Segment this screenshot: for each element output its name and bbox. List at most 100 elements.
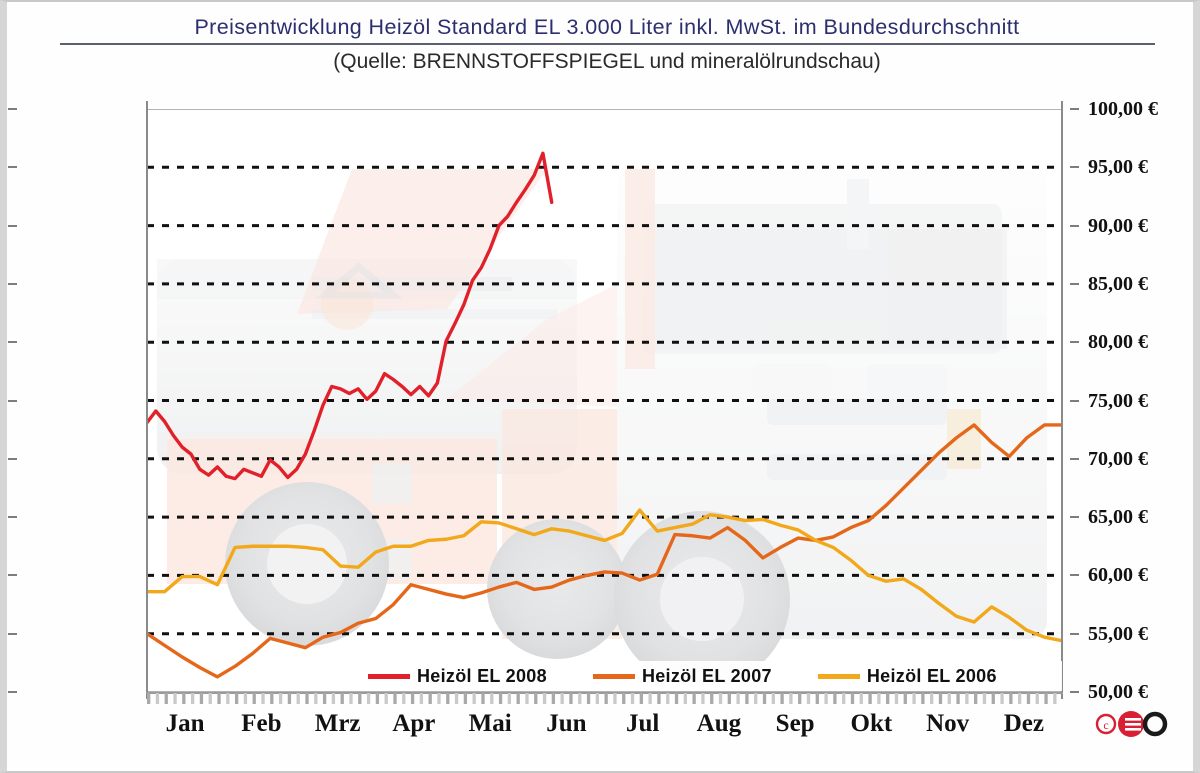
week-tickmark [974,693,978,704]
week-tickmark [850,693,855,704]
y-axis-tickmark [1070,224,1079,227]
week-tickmark [516,693,520,704]
legend-color-swatch [368,673,410,679]
truck-watermark-image [157,169,1047,687]
week-tickmark [639,693,643,704]
x-axis-label-sep: Sep [775,710,815,737]
y-axis-tick-label: 90,00 € [1088,214,1148,237]
week-tickmark [754,693,758,704]
title-block: Preisentwicklung Heizöl Standard EL 3.00… [7,2,1200,74]
week-tickmark [498,693,503,704]
plot-background [147,109,1062,692]
week-tickmark [824,693,828,704]
week-tickmark [1044,693,1048,704]
week-tickmark [683,693,687,704]
week-tickmark [481,693,485,704]
week-tickmark [190,693,195,704]
week-tickmark [718,693,723,704]
series-line-heiz-l-el-2006 [147,508,1062,643]
title-divider [59,43,1155,45]
x-axis-label-jul: Jul [625,710,660,737]
week-tickmark [912,693,916,704]
week-tickmark [842,693,846,704]
week-tickmark [894,693,899,704]
week-tickmark [630,693,635,704]
y-axis-tickmark [1070,108,1079,110]
week-tickmark [1009,693,1013,704]
week-tickmark [454,693,459,704]
week-tickmark [155,693,160,704]
week-tickmark [666,693,670,704]
week-tickmark [771,693,775,704]
week-tickmark [569,693,573,704]
week-tickmark [886,693,890,704]
y-axis-tickmark [1070,399,1079,402]
y-axis-tick-label: 60,00 € [1088,564,1148,587]
page-title: Preisentwicklung Heizöl Standard EL 3.00… [194,15,1020,39]
plot-area [146,101,1063,699]
week-tickmark [903,693,907,704]
week-tickmark [578,693,582,704]
week-tickmark [410,693,415,704]
week-tickmark [859,693,863,704]
y-axis-tick-label: 55,00 € [1088,622,1148,645]
week-tickmark [419,693,424,704]
x-axis-label-mai: Mai [468,710,512,737]
week-tickmark [331,693,336,704]
week-tickmark [208,693,212,704]
y-axis-tickmark [8,691,17,693]
week-tickmark [234,693,239,704]
y-axis-tickmark [8,282,17,285]
y-axis-tickmark [1070,282,1079,285]
series-line-heiz-l-el-2007 [147,423,1062,679]
week-tickmark [507,693,512,704]
legend-item-heiz-l-el-2007[interactable]: Heizöl EL 2007 [592,665,772,687]
legend-item-heiz-l-el-2008[interactable]: Heizöl EL 2008 [368,666,547,687]
week-tickmark [877,693,881,704]
y-axis-tickmark [8,457,17,460]
y-axis-tick-label: 80,00 € [1088,331,1148,354]
week-tickmark [199,693,204,704]
week-tickmark [366,693,371,704]
y-axis-right-line [1061,101,1063,699]
grid-lines [147,109,1062,692]
week-tickmark [173,693,177,704]
y-axis-tickmark [1070,457,1079,460]
y-axis-tick-label: 70,00 € [1088,447,1148,470]
week-tickmark [147,693,151,704]
y-axis-tickmark [8,516,17,519]
week-tickmark [551,693,556,704]
week-tickmark [789,693,793,704]
legend-label: Heizöl EL 2007 [641,665,772,686]
y-axis-tick-label: 65,00 € [1088,506,1148,529]
week-tickmark [674,693,679,704]
week-tickmark [921,693,925,704]
x-axis-label-nov: Nov [926,710,970,737]
week-tickmark [982,693,987,704]
y-axis-tickmark [8,341,17,344]
week-tickmark [762,693,767,704]
y-axis-tick-label: 95,00 € [1088,156,1148,179]
week-tickmark [384,693,388,704]
y-axis-tickmark [1070,632,1079,635]
week-tickmark [296,693,300,704]
legend-label: Heizöl EL 2006 [866,665,997,686]
week-tickmark [472,693,476,704]
y-axis-tick-label: 50,00 € [1088,681,1148,703]
x-axis-label-dez: Dez [1003,710,1044,737]
svg-text:c: c [1103,718,1108,732]
week-tickmark [947,693,951,704]
week-tickmark [287,693,292,704]
x-axis-label-jun: Jun [546,710,587,737]
week-tickmark [542,693,547,704]
week-tickmark [534,693,538,704]
week-tickmark [182,693,186,704]
legend-item-heiz-l-el-2006[interactable]: Heizöl EL 2006 [817,665,997,687]
week-tickmark [340,693,344,704]
week-tickmark [657,693,661,704]
week-tickmark [349,693,353,704]
week-tickmark [613,693,617,704]
y-axis-tickmark [1070,574,1079,577]
week-tickmark [701,693,705,704]
